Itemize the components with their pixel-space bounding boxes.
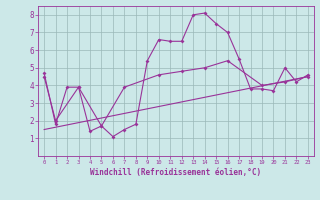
X-axis label: Windchill (Refroidissement éolien,°C): Windchill (Refroidissement éolien,°C) [91,168,261,177]
